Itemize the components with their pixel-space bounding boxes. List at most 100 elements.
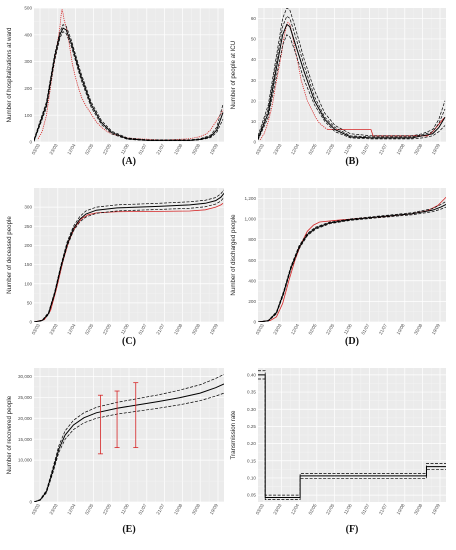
x-tick-label: 23/03 bbox=[49, 503, 59, 516]
x-tick-label: 01/07 bbox=[138, 323, 148, 336]
error-bar bbox=[97, 394, 103, 455]
x-tick-label: 03/03 bbox=[31, 323, 41, 336]
observed-series bbox=[258, 196, 446, 322]
x-tick-label: 21/07 bbox=[155, 143, 165, 156]
x-tick-label: 22/05 bbox=[102, 323, 112, 336]
y-tick-label: 50 bbox=[27, 300, 33, 305]
x-tick-label: 22/05 bbox=[102, 143, 112, 156]
model-series-2 bbox=[34, 27, 224, 141]
y-tick-label: 500 bbox=[24, 6, 32, 11]
x-tick-label: 23/03 bbox=[272, 323, 282, 336]
panel-label: (B) bbox=[345, 156, 358, 167]
panel-e: 0 10,000 15,000 20,000 25,000 30,000 03/03 23/0… bbox=[6, 368, 224, 535]
x-tick-label: 12/04 bbox=[66, 323, 76, 336]
y-tick-label: 0 bbox=[29, 320, 32, 325]
y-tick-label: 400 bbox=[24, 32, 32, 37]
x-tick-label: 19/09 bbox=[209, 143, 219, 156]
y-tick-label: 30,000 bbox=[18, 374, 32, 379]
y-tick-label: 200 bbox=[24, 243, 32, 248]
model-series-3 bbox=[258, 23, 446, 140]
y-tick-label: 30 bbox=[251, 78, 257, 83]
x-tick-label: 03/03 bbox=[255, 143, 265, 156]
x-tick-label: 03/03 bbox=[31, 503, 41, 516]
x-tick-label: 10/08 bbox=[396, 503, 406, 516]
x-tick-label: 11/06 bbox=[120, 323, 130, 336]
x-tick-label: 02/05 bbox=[84, 503, 94, 516]
y-tick-label: 0.30 bbox=[247, 407, 256, 412]
x-tick-label: 10/08 bbox=[396, 143, 406, 156]
x-tick-label: 02/05 bbox=[84, 143, 94, 156]
x-tick-label: 30/08 bbox=[191, 323, 201, 336]
y-tick-label: 0.40 bbox=[247, 372, 256, 377]
y-tick-label: 100 bbox=[24, 113, 32, 118]
model-series-2 bbox=[34, 383, 224, 502]
x-tick-label: 21/07 bbox=[378, 503, 388, 516]
model-series-4 bbox=[258, 34, 446, 141]
y-axis-title: Number of hospitalizations at ward bbox=[6, 27, 13, 122]
y-tick-label: 600 bbox=[248, 258, 256, 263]
y-tick-label: 0 bbox=[29, 140, 32, 145]
x-tick-label: 12/04 bbox=[290, 323, 300, 336]
x-tick-label: 01/07 bbox=[360, 143, 370, 156]
x-tick-label: 10/08 bbox=[173, 323, 183, 336]
x-tick-label: 22/05 bbox=[102, 503, 112, 516]
plot-area bbox=[34, 9, 224, 142]
panel-label: (A) bbox=[122, 156, 136, 167]
x-tick-label: 11/06 bbox=[120, 503, 130, 516]
y-tick-label: 0.15 bbox=[247, 458, 256, 463]
y-tick-label: 15,000 bbox=[18, 437, 32, 442]
y-axis-title: Number of recovered people bbox=[6, 395, 13, 474]
x-tick-label: 19/09 bbox=[431, 143, 441, 156]
x-tick-label: 02/05 bbox=[84, 323, 94, 336]
x-tick-label: 19/09 bbox=[431, 503, 441, 516]
y-tick-label: 0 bbox=[253, 140, 256, 145]
y-tick-label: 25,000 bbox=[18, 395, 32, 400]
plot-area bbox=[258, 370, 446, 500]
y-axis-title: Transmission rate bbox=[230, 410, 237, 459]
y-tick-label: 400 bbox=[248, 278, 256, 283]
model-series-1 bbox=[34, 24, 224, 141]
y-tick-label: 0 bbox=[253, 320, 256, 325]
y-tick-label: 0 bbox=[29, 500, 32, 505]
model-series-2 bbox=[258, 15, 446, 138]
panel-d: 0 200 400 600 800 1,000 1,200 03/03 23/03 12/04 02… bbox=[230, 188, 446, 347]
x-tick-label: 30/08 bbox=[413, 503, 423, 516]
x-tick-label: 10/08 bbox=[173, 503, 183, 516]
model-series-2 bbox=[34, 193, 224, 322]
x-tick-label: 01/07 bbox=[138, 143, 148, 156]
model-series-1 bbox=[258, 8, 446, 137]
x-tick-label: 30/08 bbox=[413, 323, 423, 336]
y-tick-label: 300 bbox=[24, 59, 32, 64]
panel-a: 0 100 200 300 400 500 03/03 23/03 12/04 02/05 22/0… bbox=[6, 6, 224, 167]
x-tick-label: 12/04 bbox=[290, 143, 300, 156]
x-tick-label: 21/07 bbox=[155, 503, 165, 516]
x-tick-label: 03/03 bbox=[255, 323, 265, 336]
x-tick-label: 12/04 bbox=[290, 503, 300, 516]
y-axis-title: Number of people at ICU bbox=[230, 41, 237, 109]
model-series-3 bbox=[34, 392, 224, 502]
y-tick-label: 50 bbox=[251, 37, 257, 42]
y-tick-label: 20,000 bbox=[18, 416, 32, 421]
x-tick-label: 23/03 bbox=[272, 143, 282, 156]
model-series-3 bbox=[258, 378, 446, 500]
x-tick-label: 11/06 bbox=[343, 503, 353, 516]
y-tick-label: 40 bbox=[251, 57, 257, 62]
x-tick-label: 19/09 bbox=[209, 503, 219, 516]
model-series-3 bbox=[34, 196, 224, 322]
x-tick-label: 30/08 bbox=[191, 503, 201, 516]
plot-area bbox=[258, 196, 446, 322]
y-tick-label: 200 bbox=[248, 299, 256, 304]
plot-area bbox=[258, 8, 446, 141]
y-tick-label: 0.05 bbox=[247, 493, 256, 498]
model-series-3 bbox=[34, 31, 224, 142]
x-tick-label: 03/03 bbox=[31, 143, 41, 156]
x-tick-label: 21/07 bbox=[378, 323, 388, 336]
panel-c: 0 50 100 150 200 250 300 03/03 23/03 12/04 02/05 22… bbox=[6, 188, 224, 347]
y-tick-label: 10 bbox=[251, 119, 257, 124]
x-tick-label: 22/05 bbox=[325, 143, 335, 156]
y-tick-label: 1,000 bbox=[245, 217, 257, 222]
panel-label: (E) bbox=[122, 524, 135, 535]
x-tick-label: 22/05 bbox=[325, 323, 335, 336]
error-bar bbox=[114, 390, 120, 448]
